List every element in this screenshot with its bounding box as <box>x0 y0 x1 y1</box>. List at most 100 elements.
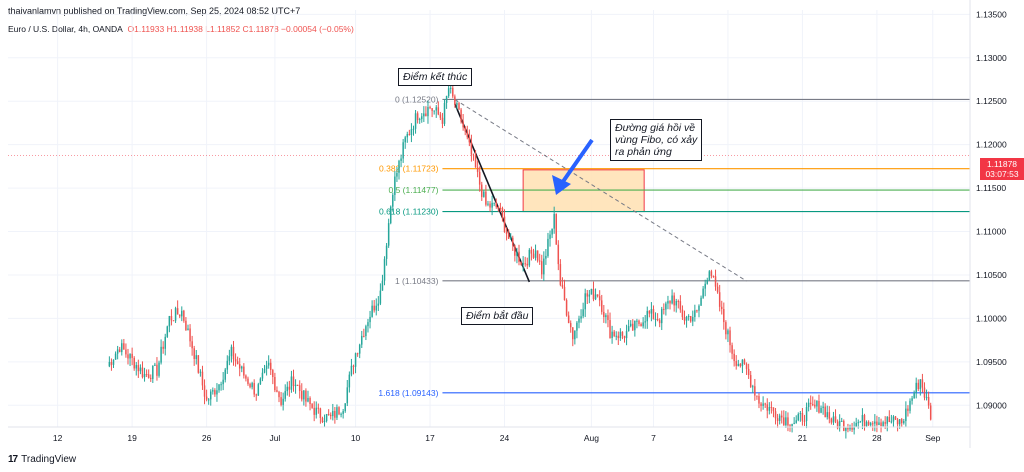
candle <box>110 358 113 371</box>
candle <box>363 328 365 338</box>
candle <box>681 305 684 320</box>
candle-body <box>158 362 160 376</box>
candle-body <box>164 336 166 349</box>
candle <box>406 131 409 143</box>
candle-body <box>747 368 750 376</box>
candle-body <box>681 309 684 318</box>
candle <box>255 393 258 401</box>
candle <box>423 106 425 123</box>
candle-body <box>509 237 512 239</box>
candle <box>578 315 580 329</box>
candle <box>929 402 932 421</box>
candle <box>625 324 628 346</box>
candle-body <box>543 258 545 275</box>
candle <box>814 399 816 409</box>
candle-body <box>267 362 270 366</box>
candle-body <box>487 203 489 205</box>
candle-body <box>828 412 831 419</box>
candle <box>882 420 884 427</box>
candle <box>478 166 481 192</box>
candle <box>665 301 667 316</box>
candle-body <box>468 137 471 143</box>
candle <box>389 205 392 225</box>
candle <box>522 256 524 272</box>
candle-body <box>598 296 601 301</box>
candle-body <box>358 344 361 354</box>
candle-body <box>673 295 675 306</box>
x-tick-label: 26 <box>202 433 212 443</box>
candle-body <box>859 421 862 423</box>
candle-body <box>123 343 125 350</box>
candle <box>739 363 742 368</box>
candle <box>509 232 512 240</box>
candle-body <box>749 375 752 387</box>
candle-body <box>596 294 599 297</box>
candle-body <box>385 245 388 259</box>
candle-body <box>532 253 535 258</box>
candle <box>574 330 576 345</box>
candle-body <box>915 382 917 393</box>
candle <box>824 403 826 418</box>
candle <box>199 369 202 377</box>
candle <box>865 420 868 427</box>
candle <box>371 300 373 318</box>
y-tick-label: 1.10500 <box>976 270 1007 280</box>
candle <box>358 343 361 359</box>
candle <box>534 244 537 261</box>
candle-body <box>725 322 727 335</box>
candle-body <box>336 407 338 418</box>
candle-body <box>563 286 566 301</box>
candle <box>696 309 698 313</box>
candle-body <box>770 406 773 408</box>
candle-body <box>495 202 497 207</box>
candle <box>303 390 305 406</box>
candle-body <box>325 413 328 421</box>
tradingview-logo[interactable]: 17 TradingView <box>8 454 76 465</box>
fibo-note: Đường giá hồi về vùng Fibo, có xảy ra ph… <box>610 119 703 161</box>
candle <box>890 414 893 424</box>
candle <box>294 379 297 394</box>
impulse-trend-line <box>454 103 531 283</box>
candle-body <box>621 331 624 336</box>
candle <box>435 105 437 118</box>
candle-body <box>387 223 390 246</box>
candle <box>894 415 897 420</box>
candle-body <box>445 96 448 103</box>
candle <box>706 277 709 285</box>
candle <box>708 270 711 281</box>
x-tick-label: 19 <box>127 433 137 443</box>
candle <box>903 418 905 425</box>
x-tick-label: 7 <box>651 433 656 443</box>
candle <box>114 351 117 360</box>
candle <box>396 167 398 182</box>
candle <box>743 358 746 365</box>
candle-body <box>764 403 766 405</box>
candle <box>452 83 454 99</box>
x-tick-label: Jul <box>269 433 280 443</box>
candle-body <box>307 397 309 402</box>
candle-body <box>429 107 431 109</box>
candle-body <box>663 308 665 310</box>
candle <box>609 312 611 339</box>
candle <box>565 298 568 317</box>
candle-body <box>263 368 266 373</box>
candle-body <box>820 407 822 413</box>
candle <box>801 408 804 426</box>
candle <box>507 229 510 240</box>
candle <box>158 360 160 378</box>
candle <box>847 423 849 433</box>
candle-body <box>441 117 444 124</box>
candle <box>228 349 231 366</box>
candle <box>596 294 599 298</box>
candle <box>762 396 764 410</box>
candle-body <box>603 311 605 318</box>
candle <box>166 325 169 338</box>
candle <box>520 261 522 266</box>
candle-body <box>832 416 835 423</box>
candle <box>505 227 508 241</box>
candle <box>183 309 185 323</box>
candle-body <box>464 127 466 132</box>
candle-body <box>727 330 729 335</box>
candle <box>791 423 793 433</box>
